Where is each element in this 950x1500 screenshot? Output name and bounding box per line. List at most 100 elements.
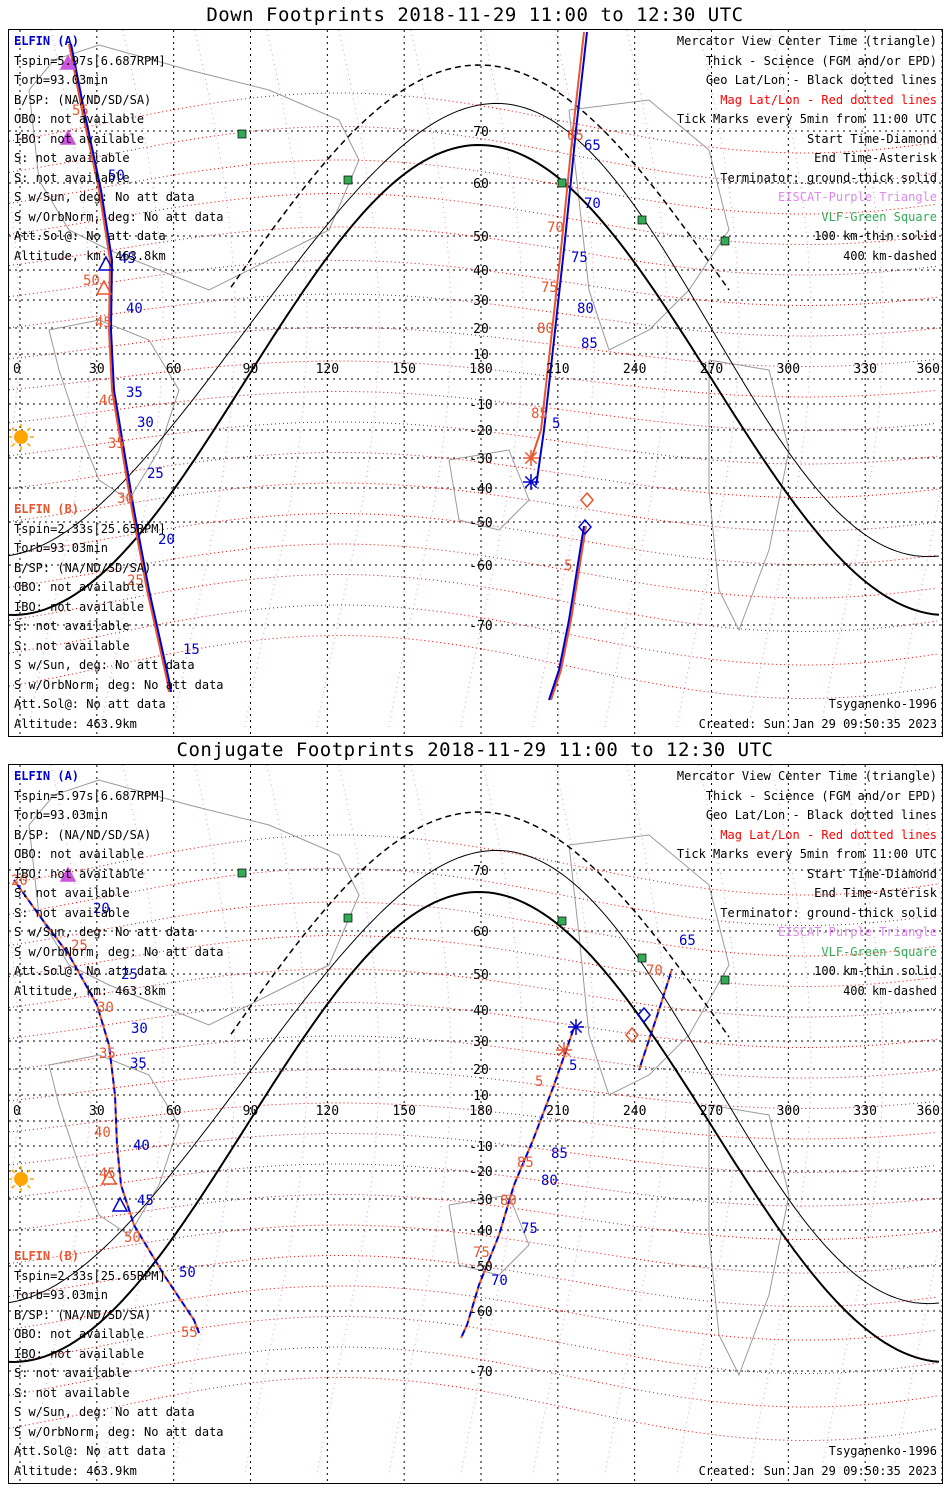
lat-tick-label: -20: [469, 424, 492, 439]
lat-tick-label: -40: [469, 1224, 492, 1239]
legend-line: EISCAT-Purple Triangle: [778, 190, 937, 204]
orbit-tick-label-b-red: 40: [99, 393, 116, 409]
mag-parallel: [9, 574, 938, 632]
start-diamond-elfin-a: [637, 1006, 651, 1024]
elfin-a-info-line: Tspin=5.97s[6.687RPM]: [14, 53, 166, 68]
legend-line: Tick Marks every 5min from 11:00 UTC: [676, 112, 937, 126]
lat-tick-label: -70: [469, 619, 492, 634]
elfin-a-info-line: B/SP: (NA/ND/SD/SA): [14, 92, 152, 107]
lat-tick-label: 60: [473, 925, 489, 940]
elfin-b-info-line: S: not available: [14, 638, 130, 653]
lon-tick-label: 300: [777, 362, 800, 377]
lat-tick-label: 70: [473, 864, 489, 879]
axis-labels: 6570758085570758085520253035404550202530…: [9, 864, 940, 1380]
lat-tick-label: -30: [469, 1193, 492, 1208]
orbit-tick-label-a-red: 70: [547, 220, 564, 236]
elfin-a-info-line: S: not available: [14, 170, 130, 185]
lat-tick-label: 30: [473, 294, 489, 309]
elfin-b-info-line: S w/Sun, deg: No att data: [14, 1405, 195, 1419]
orbit-tick-label-a: 70: [491, 1273, 508, 1289]
orbit-tick-label-b: 35: [130, 1056, 147, 1072]
continent-outline: [448, 1194, 530, 1276]
mag-parallel: [9, 360, 938, 398]
vlf-square: [637, 953, 647, 963]
continent-outline: [708, 359, 790, 632]
lon-tick-label: 330: [853, 1104, 876, 1119]
lat-tick-label: 50: [473, 968, 489, 983]
elfin-a-track-central: [460, 1024, 576, 1339]
elfin-b-info-line: Tspin=2.33s[25.65RPM]: [14, 1268, 166, 1283]
panel1-title: Down Footprints 2018-11-29 11:00 to 12:3…: [206, 4, 744, 26]
orbit-tick-label-b-red: 55: [181, 1325, 198, 1341]
coastlines: [28, 44, 790, 632]
mag-parallel: [9, 868, 938, 926]
elfin-a-info-line: Att.Sol@: No att data: [14, 964, 166, 978]
orbit-tick-label-a: 75: [571, 250, 588, 266]
orbit-tick-label-a-red: 75: [473, 1245, 490, 1261]
lon-tick-label: 90: [243, 362, 259, 377]
altitude-400km-line: [230, 811, 730, 1038]
mag-meridian: [676, 765, 740, 1476]
lat-tick-label: -60: [469, 559, 492, 574]
mag-grid: [9, 30, 942, 731]
elfin-b-info-line: S w/Sun, deg: No att data: [14, 658, 195, 672]
start-diamond-elfin-b: [625, 1026, 639, 1044]
elfin-b-track-west: [68, 43, 170, 693]
orbit-tick-label-a-red: 75: [541, 280, 558, 296]
orbit-tick-label-b: 40: [133, 1138, 150, 1154]
continent-outline: [568, 99, 730, 351]
model-label: Tsyganenko-1996: [828, 697, 937, 711]
orbit-tick-label-a-red: 65: [567, 128, 584, 144]
elfin-a-info-line: OBO: not available: [14, 112, 145, 126]
mag-meridian: [28, 765, 92, 1476]
orbit-tick-label-a-red: 80: [537, 321, 554, 337]
created-label: Created: Sun Jan 29 09:50:35 2023: [698, 716, 937, 731]
asterisk-stroke: [557, 1043, 571, 1057]
elfin-a-info-line: IBO: not available: [14, 866, 145, 881]
legend-line: 400 km-dashed: [843, 248, 937, 263]
continent-outline: [48, 319, 180, 501]
mag-parallel: [9, 482, 938, 532]
elfin-b-info: Tspin=2.33s[25.65RPM] Torb=93.03min B/SP: …: [14, 1267, 224, 1482]
elfin-b-info-line: S: not available: [14, 619, 130, 633]
legend-line: Mag Lat/Lon - Red dotted lines: [720, 827, 937, 842]
orbit-tick-label-a: 80: [541, 1173, 558, 1189]
mag-parallel: [9, 1102, 938, 1140]
lon-tick-label: 360: [917, 1104, 940, 1119]
continent-outline: [448, 449, 530, 531]
elfin-b-info-line: Att.Sol@: No att data: [14, 1444, 166, 1458]
center-triangle-elfin-b: [95, 279, 113, 295]
elfin-b-info-line: OBO: not available: [14, 580, 145, 594]
eiscat-triangle: [59, 866, 77, 882]
lat-tick-label: 40: [473, 1004, 489, 1019]
elfin-a-info-line: S w/OrbNorm, deg: No att data: [14, 944, 224, 959]
elfin-b-info-line: Att.Sol@: No att data: [14, 697, 166, 711]
mag-parallel: [9, 1255, 938, 1307]
orbit-tick-label-b-red: 55: [72, 103, 89, 119]
lon-tick-label: 120: [316, 1104, 339, 1119]
orbit-tracks: [13, 866, 730, 1339]
mag-meridian: [244, 765, 308, 1476]
asterisk-stroke: [524, 451, 538, 465]
lat-tick-label: -50: [469, 516, 492, 531]
sun-ray: [26, 1184, 31, 1189]
altitude-curves: [9, 811, 940, 1364]
orbit-tracks: [59, 31, 730, 701]
altitude-curves: [9, 64, 940, 617]
vlf-square: [557, 178, 567, 188]
legend-line: Terminator: ground-thick solid: [720, 905, 937, 920]
lat-tick-label: 70: [473, 125, 489, 140]
center-triangle-elfin-b: [100, 1169, 118, 1185]
continent-outline: [28, 779, 360, 1026]
lon-tick-label: 180: [469, 362, 492, 377]
elfin-a-header: ELFIN (A): [14, 769, 80, 783]
legend-line: Terminator: ground-thick solid: [720, 170, 937, 185]
legend-line: Start Time-Diamond: [806, 866, 937, 881]
conjugate-footprints-panel: 65 70 75 80 85 5 70 75 80 85 5 20 25 30 35 40 45 50 20 25 30…: [8, 764, 943, 1484]
elfin-a-info-line: Torb=93.03min: [14, 808, 108, 822]
center-triangle-elfin-a: [111, 1196, 129, 1212]
orbit-tick-label-a-red: 5: [564, 558, 572, 574]
orbit-tick-label-b-red: 45: [95, 315, 112, 331]
orbit-tick-label-b-red: 35: [108, 436, 125, 452]
elfin-b-track-south: [550, 525, 587, 701]
